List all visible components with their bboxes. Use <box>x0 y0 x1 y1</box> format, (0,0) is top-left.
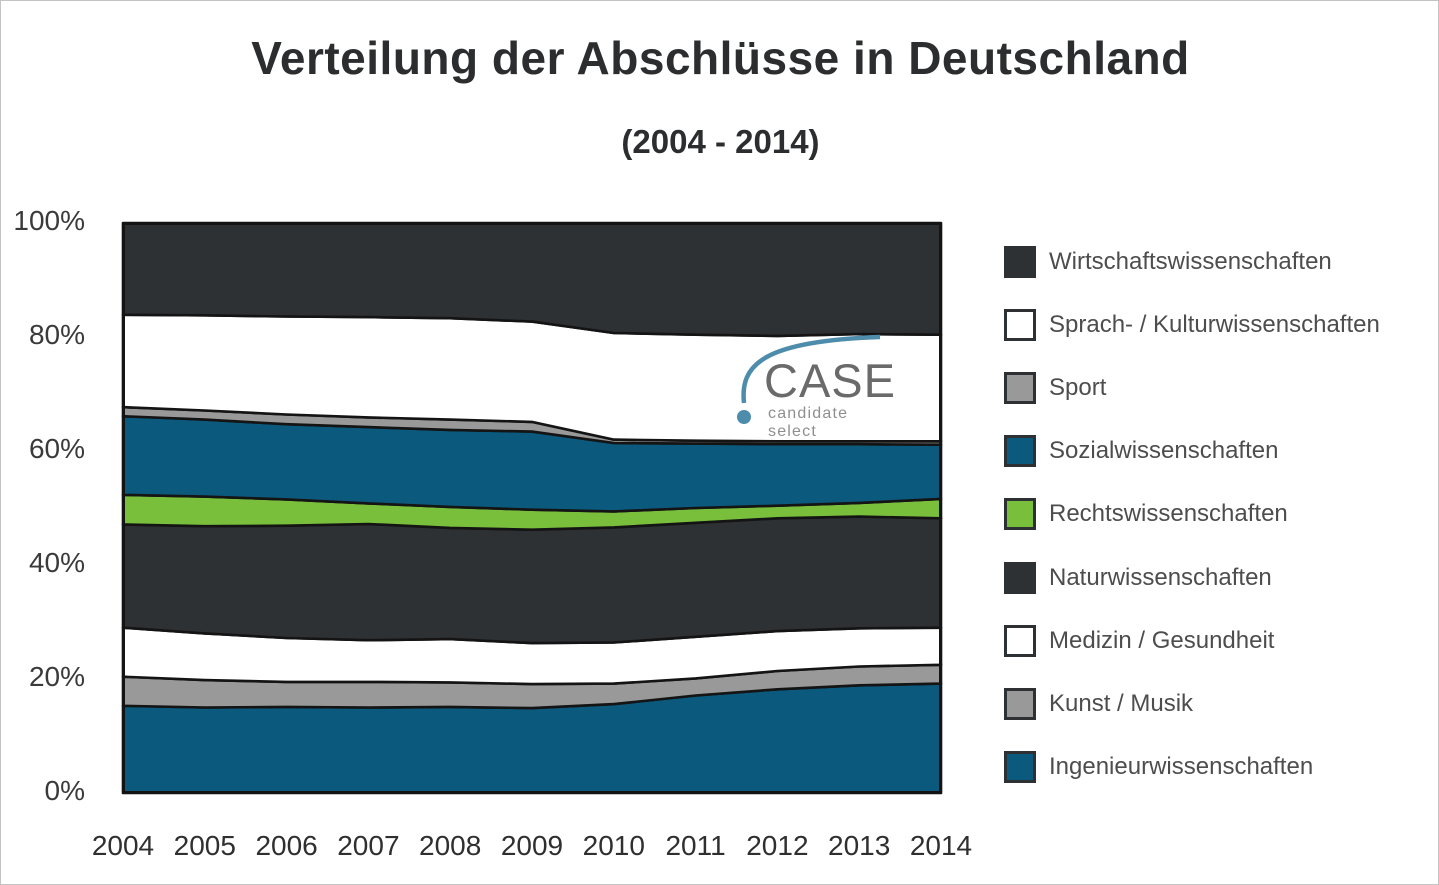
case-logo-text: CASE <box>764 354 896 407</box>
x-tick-label: 2010 <box>582 830 645 861</box>
legend-swatch <box>1004 624 1036 657</box>
x-tick-label: 2004 <box>91 830 155 861</box>
x-tick-label: 2011 <box>665 830 726 861</box>
legend-swatch <box>1004 246 1036 278</box>
x-tick-label: 2013 <box>828 830 891 861</box>
case-logo: CASE candidate select <box>734 333 896 440</box>
legend-item-medizin-gesundheit: Medizin / Gesundheit <box>1004 609 1274 673</box>
case-logo-tagline: candidate select <box>768 405 849 440</box>
x-tick-label: 2005 <box>173 830 236 861</box>
legend-swatch <box>1004 372 1036 405</box>
legend-item-kunst-musik: Kunst / Musik <box>1004 672 1193 736</box>
y-tick-label: 80% <box>28 319 85 350</box>
legend-swatch <box>1004 309 1036 342</box>
x-tick-label: 2012 <box>746 830 809 861</box>
x-tick-label: 2008 <box>419 830 482 861</box>
case-logo-swoosh-icon <box>737 334 881 424</box>
x-tick-label: 2014 <box>909 830 973 861</box>
legend-label: Sprach- / Kulturwissenschaften <box>1049 311 1380 339</box>
y-tick-label: 60% <box>28 433 85 464</box>
area-band-naturwissenschaften <box>121 515 943 645</box>
y-tick-label: 40% <box>28 547 85 578</box>
legend-item-wirtschaftswissenschaften: Wirtschaftswissenschaften <box>1004 230 1332 294</box>
legend-label: Naturwissenschaften <box>1049 563 1272 591</box>
legend-item-ingenieurwissenschaften: Ingenieurwissenschaften <box>1004 735 1313 799</box>
legend-label: Wirtschaftswissenschaften <box>1049 248 1332 275</box>
legend-swatch <box>1004 561 1036 594</box>
y-tick-label: 100% <box>13 205 85 236</box>
chart-title: Verteilung der Abschlüsse in Deutschland <box>251 32 1190 84</box>
legend-item-sport: Sport <box>1004 356 1106 420</box>
legend-label: Rechtswissenschaften <box>1049 500 1288 528</box>
legend-swatch <box>1004 435 1036 468</box>
legend-item-sozialwissenschaften: Sozialwissenschaften <box>1004 419 1278 483</box>
legend-label: Kunst / Musik <box>1049 689 1194 717</box>
stacked-area-chart <box>121 221 943 795</box>
x-tick-label: 2009 <box>500 830 564 861</box>
legend-swatch <box>1004 498 1036 531</box>
x-tick-label: 2007 <box>337 830 400 861</box>
y-tick-label: 0% <box>44 775 85 806</box>
legend-label: Sport <box>1049 374 1107 402</box>
legend-label: Sozialwissenschaften <box>1049 437 1279 465</box>
legend-label: Medizin / Gesundheit <box>1049 626 1275 654</box>
legend-item-rechtswissenschaften: Rechtswissenschaften <box>1004 482 1288 546</box>
plot-area <box>121 221 943 795</box>
chart-subtitle: (2004 - 2014) <box>621 123 820 160</box>
y-tick-label: 20% <box>28 661 85 692</box>
legend-swatch <box>1004 750 1036 783</box>
legend-swatch <box>1004 687 1036 720</box>
x-tick-label: 2006 <box>255 830 318 861</box>
legend-label: Ingenieurwissenschaften <box>1049 752 1314 780</box>
legend-item-naturwissenschaften: Naturwissenschaften <box>1004 546 1272 610</box>
legend-item-sprach-kulturwissenschaften: Sprach- / Kulturwissenschaften <box>1004 293 1380 357</box>
plot-border <box>123 223 941 793</box>
